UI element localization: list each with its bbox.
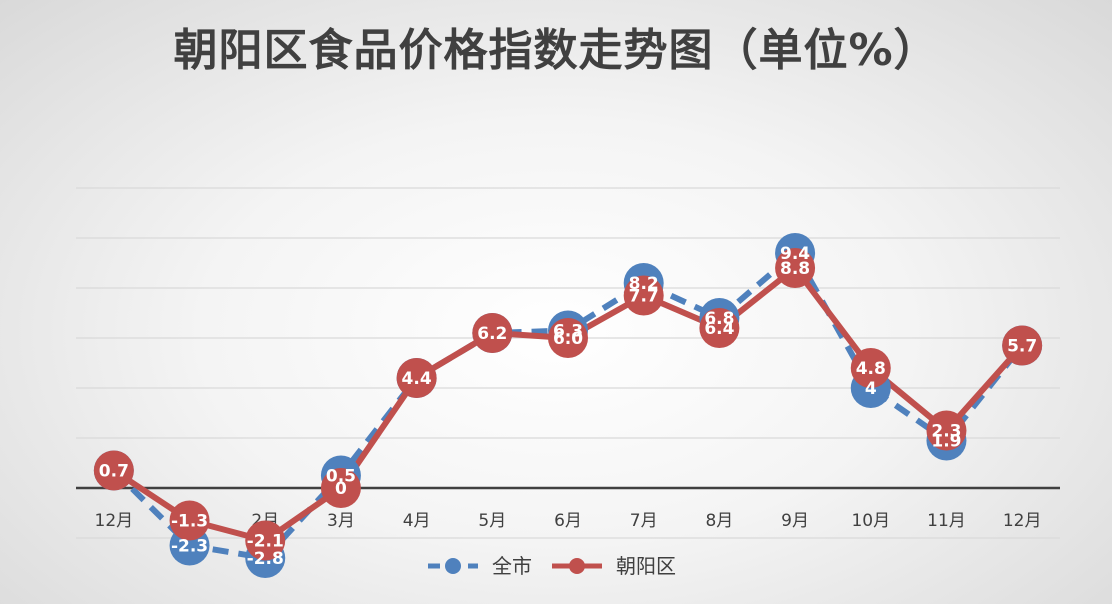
city-data-label: 6.8 <box>704 309 734 329</box>
chaoyang-point <box>548 318 588 358</box>
chaoyang-data-label: -2.1 <box>247 532 284 552</box>
chaoyang-data-label: 4.4 <box>402 369 432 389</box>
x-tick-label: 12月 <box>1003 511 1042 531</box>
x-tick-label: 7月 <box>630 511 658 531</box>
chaoyang-data-label: 6.0 <box>553 329 583 349</box>
city-data-label: 6.3 <box>553 322 583 342</box>
chaoyang-point <box>926 410 967 451</box>
chaoyang-data-label: 4.8 <box>856 359 886 379</box>
chart-title: 朝阳区食品价格指数走势图（单位%） <box>173 25 939 76</box>
chaoyang-data-label: 2.3 <box>931 422 961 442</box>
chaoyang-point <box>699 308 740 348</box>
legend-chaoyang-label: 朝阳区 <box>616 554 676 578</box>
city-data-label: 4 <box>865 379 877 399</box>
x-tick-label: 12月 <box>95 511 134 531</box>
chaoyang-data-label: -1.3 <box>171 512 208 532</box>
chaoyang-point <box>245 520 286 561</box>
city-data-label: 9.4 <box>780 244 810 264</box>
x-axis-ticks: 12月1月2月3月4月5月6月7月8月9月10月11月12月 <box>95 511 1042 531</box>
x-tick-label: 9月 <box>781 511 809 531</box>
chaoyang-point <box>93 450 134 491</box>
x-tick-label: 11月 <box>927 511 966 531</box>
chaoyang-point <box>472 313 513 353</box>
chaoyang-data-label: 6.4 <box>704 319 734 339</box>
legend-city-label: 全市 <box>492 554 532 578</box>
chaoyang-point <box>169 500 210 541</box>
city-data-label: -2.3 <box>171 537 208 557</box>
series-chaoyang-line <box>112 265 1025 544</box>
legend: 全市 朝阳区 <box>428 554 676 578</box>
chaoyang-point <box>1002 325 1043 366</box>
chaoyang-point <box>320 468 361 508</box>
legend-city-marker <box>445 558 461 574</box>
chaoyang-data-label: 8.8 <box>780 259 810 279</box>
city-data-label: 1.9 <box>931 432 961 452</box>
x-tick-label: 3月 <box>327 511 355 531</box>
chaoyang-point <box>775 248 816 288</box>
chaoyang-data-label: 5.7 <box>1007 337 1037 357</box>
chaoyang-data-label: 7.7 <box>629 287 659 307</box>
gridlines <box>76 187 1060 539</box>
city-data-label: 0.5 <box>326 467 356 487</box>
legend-chaoyang-marker <box>569 558 585 574</box>
chaoyang-point <box>623 275 664 316</box>
series-markers: -2.3 -2.8 0.5 6.3 8.2 6.8 9.4 4 1.9 0.7 -1.3 -2.1 0 4… <box>93 233 1043 578</box>
chaoyang-data-label: 0.7 <box>99 462 129 482</box>
chaoyang-point <box>850 348 891 388</box>
chaoyang-point <box>396 358 437 398</box>
city-data-label: 8.2 <box>629 274 659 294</box>
x-tick-label: 5月 <box>478 511 506 531</box>
x-tick-label: 8月 <box>705 511 733 531</box>
x-tick-label: 10月 <box>851 511 890 531</box>
city-data-label: -2.8 <box>247 549 284 569</box>
chaoyang-data-label: 6.2 <box>477 324 507 344</box>
x-tick-label: 4月 <box>403 511 431 531</box>
x-tick-label: 6月 <box>554 511 582 531</box>
chaoyang-data-label: 0 <box>335 479 347 499</box>
